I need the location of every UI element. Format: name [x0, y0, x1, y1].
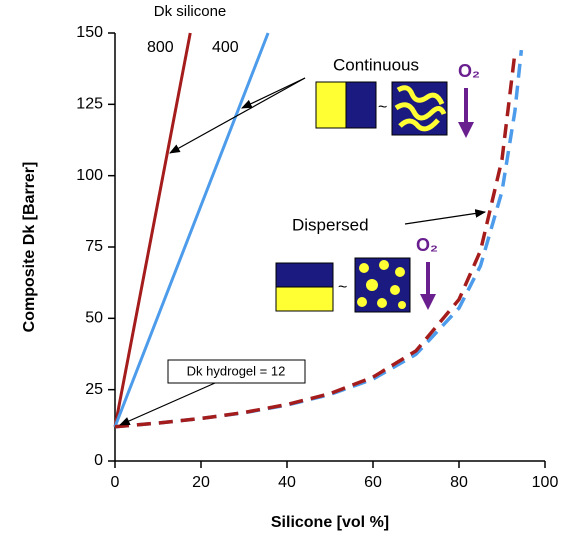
x-tick-label: 40	[278, 474, 296, 491]
x-tick-label: 0	[111, 474, 120, 491]
x-tick-label: 60	[364, 474, 382, 491]
y-tick-label: 100	[76, 167, 103, 184]
y-tick-label: 0	[94, 452, 103, 469]
y-tick-label: 150	[76, 24, 103, 41]
oxygen-label: O₂	[416, 235, 438, 255]
dispersed-icon	[276, 258, 428, 312]
y-axis-title: Composite Dk [Barrer]	[21, 162, 38, 333]
dispersed-label: Dispersed	[292, 215, 369, 234]
x-axis-title: Silicone [vol %]	[271, 514, 389, 531]
approx-sign: ~	[338, 279, 347, 296]
continuous-icon	[316, 82, 466, 135]
y-tick-label: 50	[85, 310, 103, 327]
oxygen-label: O₂	[458, 61, 480, 81]
hydrogel-label: Dk hydrogel = 12	[187, 363, 286, 378]
chart: 0 25 50 75 100 125 150 0 20 40 60 80 100 Dk hydrogel…	[0, 0, 574, 541]
y-tick-label: 125	[76, 96, 103, 113]
series-label: 800	[147, 39, 174, 56]
x-tick-label: 100	[532, 474, 559, 491]
y-tick-label: 25	[85, 381, 103, 398]
x-tick-label: 20	[192, 474, 210, 491]
approx-sign: ~	[378, 99, 387, 116]
y-tick-label: 75	[85, 238, 103, 255]
continuous-label: Continuous	[333, 55, 419, 74]
series-title: Dk silicone	[154, 3, 227, 20]
x-tick-label: 80	[450, 474, 468, 491]
series-label: 400	[212, 39, 239, 56]
